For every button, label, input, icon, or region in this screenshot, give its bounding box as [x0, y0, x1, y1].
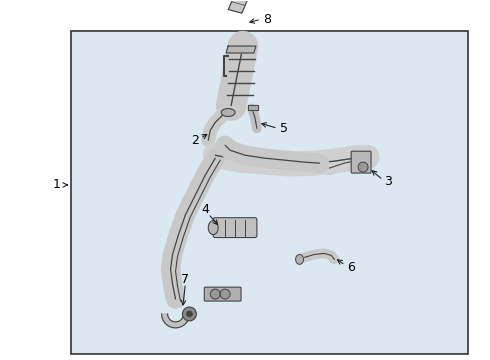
Circle shape [187, 311, 193, 317]
Ellipse shape [295, 255, 303, 264]
Circle shape [358, 162, 368, 172]
FancyBboxPatch shape [351, 151, 371, 173]
Ellipse shape [221, 109, 235, 117]
Ellipse shape [208, 221, 218, 235]
Text: 7: 7 [181, 273, 190, 286]
Text: 8: 8 [263, 13, 271, 26]
Text: 3: 3 [384, 175, 392, 189]
Bar [72, 31, 468, 354]
Polygon shape [226, 46, 256, 53]
Text: 5: 5 [280, 122, 288, 135]
Circle shape [210, 289, 220, 299]
Text: 6: 6 [347, 261, 355, 274]
Text: 2: 2 [192, 134, 199, 147]
FancyBboxPatch shape [213, 218, 257, 238]
Polygon shape [248, 105, 258, 109]
Text: 4: 4 [201, 203, 209, 216]
Circle shape [182, 307, 196, 321]
Circle shape [220, 289, 230, 299]
Polygon shape [228, 0, 253, 13]
FancyBboxPatch shape [204, 287, 241, 301]
Text: 1: 1 [52, 179, 60, 192]
Polygon shape [162, 314, 190, 328]
